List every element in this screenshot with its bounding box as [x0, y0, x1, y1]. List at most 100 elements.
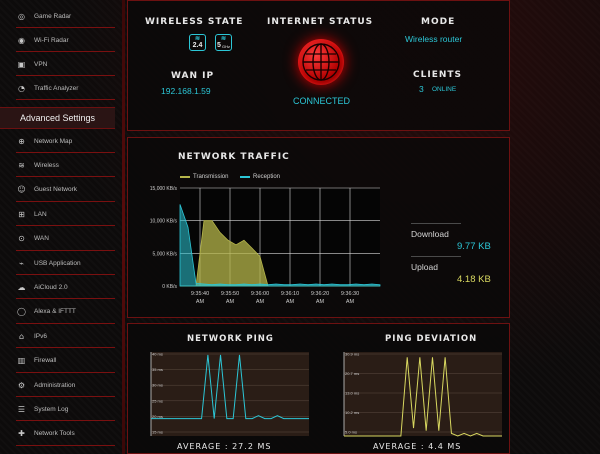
- administration-icon: ⚙: [17, 380, 26, 390]
- sidebar-item-administration[interactable]: ⚙ Administration: [16, 374, 115, 397]
- internet-status-title: INTERNET STATUS: [267, 17, 374, 27]
- y-tick-label: 35 ms: [152, 367, 163, 372]
- y-tick-label: 10.2 ms: [345, 410, 359, 415]
- sidebar-item-label: Firewall: [34, 357, 57, 365]
- ping-series-line: [344, 357, 502, 437]
- x-tick-label: AM: [196, 299, 205, 305]
- sidebar-item-lan[interactable]: ⊞ LAN: [16, 203, 115, 227]
- sidebar-item-label: Game Radar: [34, 12, 72, 20]
- download-value: 9.77 KB: [457, 241, 491, 252]
- sidebar-item-label: WAN: [34, 235, 49, 243]
- sidebar-item-label: Wi-Fi Radar: [34, 36, 69, 44]
- sidebar-item-ipv6[interactable]: ⌂ IPv6: [16, 325, 115, 349]
- x-tick-label: 9:36:10: [281, 291, 299, 297]
- wifi-icon: ≋: [220, 36, 227, 42]
- download-label: Download: [411, 229, 449, 239]
- sidebar-item-usb-application[interactable]: ⌁ USB Application: [16, 252, 115, 275]
- sidebar-item-label: Alexa & IFTTT: [34, 308, 76, 316]
- internet-status-value: CONNECTED: [293, 96, 351, 106]
- y-tick-label: 5,000 KB/s: [153, 251, 178, 257]
- sidebar-item-guest-network[interactable]: ☺ Guest Network: [16, 179, 115, 202]
- ping-chart: 40 ms 35 ms 30 ms 25 ms 20 ms 15 ms: [150, 352, 309, 436]
- sidebar-item-wireless[interactable]: ≋ Wireless: [16, 154, 115, 178]
- x-tick-label: 9:35:50: [221, 291, 239, 297]
- sidebar-item-label: Guest Network: [34, 186, 77, 194]
- sidebar-item-label: System Log: [34, 405, 69, 413]
- clients-label: ONLINE: [432, 86, 457, 93]
- wireless-state-title: WIRELESS STATE: [145, 17, 244, 27]
- sidebar-item-game-radar[interactable]: ◎ Game Radar: [16, 5, 115, 28]
- sidebar-item-aicloud-2-0[interactable]: ☁ AiCloud 2.0: [16, 276, 115, 300]
- band-5ghz-badge[interactable]: ≋ 5 GHz: [215, 34, 232, 51]
- network-tools-icon: ✚: [18, 429, 25, 439]
- deviation-average: AVERAGE : 4.4 MS: [373, 442, 462, 451]
- y-tick-label: 30.9 ms: [345, 352, 359, 357]
- clients-title: CLIENTS: [413, 70, 462, 80]
- sidebar-item-label: VPN: [34, 60, 48, 68]
- y-tick-label: 30 ms: [152, 383, 163, 388]
- sidebar-item-system-log[interactable]: ☰ System Log: [16, 398, 115, 422]
- sidebar-item-label: Network Tools: [34, 430, 75, 438]
- y-tick-label: 13.0 ms: [345, 391, 359, 396]
- ping-series-line: [151, 354, 309, 420]
- y-tick-label: 20 ms: [152, 414, 163, 419]
- mode-value[interactable]: Wireless router: [405, 34, 463, 44]
- network-traffic-title: NETWORK TRAFFIC: [178, 152, 290, 162]
- upload-label: Upload: [411, 262, 438, 272]
- alexa-icon: ◯: [17, 307, 26, 317]
- upload-value: 4.18 KB: [457, 274, 491, 285]
- sidebar-item-vpn[interactable]: ▣ VPN: [16, 53, 115, 76]
- ping-deviation-chart: 30.9 ms 20.7 ms 13.0 ms 10.2 ms 5.0 ms: [343, 352, 502, 437]
- globe-icon[interactable]: [298, 39, 344, 85]
- game-radar-icon: ◎: [18, 11, 25, 21]
- sidebar-item-wan[interactable]: ⊙ WAN: [16, 228, 115, 251]
- y-tick-label: 20.7 ms: [345, 371, 359, 376]
- wan-ip-value: 192.168.1.59: [161, 86, 211, 96]
- wifi-icon: ≋: [194, 36, 201, 42]
- mode-title: MODE: [421, 17, 456, 27]
- firewall-icon: ▥: [17, 356, 26, 366]
- wifi-radar-icon: ◉: [18, 35, 25, 45]
- network-ping-title: NETWORK PING: [187, 334, 274, 344]
- usb-icon: ⌁: [19, 258, 24, 268]
- band-24ghz-badge[interactable]: ≋ 2.4: [189, 34, 206, 51]
- lan-icon: ⊞: [18, 209, 25, 219]
- network-map-icon: ⊕: [18, 136, 25, 146]
- vpn-icon: ▣: [17, 59, 26, 69]
- guest-network-icon: ☺: [17, 185, 26, 195]
- sidebar-item-alexa-ifttt[interactable]: ◯ Alexa & IFTTT: [16, 301, 115, 324]
- y-tick-label: 5.0 ms: [345, 430, 357, 435]
- y-tick-label: 25 ms: [152, 398, 163, 403]
- sidebar-item-label: Traffic Analyzer: [34, 84, 79, 92]
- sidebar: ◎ Game Radar ◉ Wi-Fi Radar ▣ VPN ◔ Traffic Anal…: [0, 0, 115, 454]
- sidebar-item-label: Network Map: [34, 137, 73, 145]
- clients-count[interactable]: 3: [419, 84, 424, 94]
- wan-icon: ⊙: [18, 234, 25, 244]
- sidebar-item-network-map[interactable]: ⊕ Network Map: [16, 130, 115, 153]
- band-5-label: 5: [217, 42, 221, 49]
- series-reception-area: [179, 204, 381, 287]
- x-tick-label: 9:36:00: [251, 291, 269, 297]
- ipv6-icon: ⌂: [18, 331, 25, 341]
- y-tick-label: 15 ms: [152, 430, 163, 435]
- advanced-settings-header[interactable]: Advanced Settings: [0, 107, 115, 129]
- download-divider: [411, 223, 461, 224]
- sidebar-item-label: USB Application: [34, 259, 81, 267]
- sidebar-item-network-tools[interactable]: ✚ Network Tools: [16, 423, 115, 446]
- cloud-icon: ☁: [17, 282, 26, 292]
- y-tick-label: 40 ms: [152, 352, 163, 357]
- sidebar-item-label: Wireless: [34, 161, 59, 169]
- sidebar-item-wi-fi-radar[interactable]: ◉ Wi-Fi Radar: [16, 29, 115, 52]
- y-tick-label: 0 KB/s: [162, 284, 177, 290]
- sidebar-divider: [122, 0, 125, 454]
- wireless-icon: ≋: [18, 160, 25, 170]
- legend-transmission: Transmission: [180, 174, 228, 180]
- band-24-label: 2.4: [192, 42, 203, 49]
- sidebar-item-label: Administration: [34, 381, 76, 389]
- sidebar-item-firewall[interactable]: ▥ Firewall: [16, 350, 115, 373]
- wan-ip-title: WAN IP: [171, 71, 215, 81]
- x-tick-label: 9:36:30: [341, 291, 359, 297]
- ping-deviation-title: PING DEVIATION: [385, 334, 478, 344]
- x-tick-label: 9:36:20: [311, 291, 329, 297]
- sidebar-item-traffic-analyzer[interactable]: ◔ Traffic Analyzer: [16, 77, 115, 100]
